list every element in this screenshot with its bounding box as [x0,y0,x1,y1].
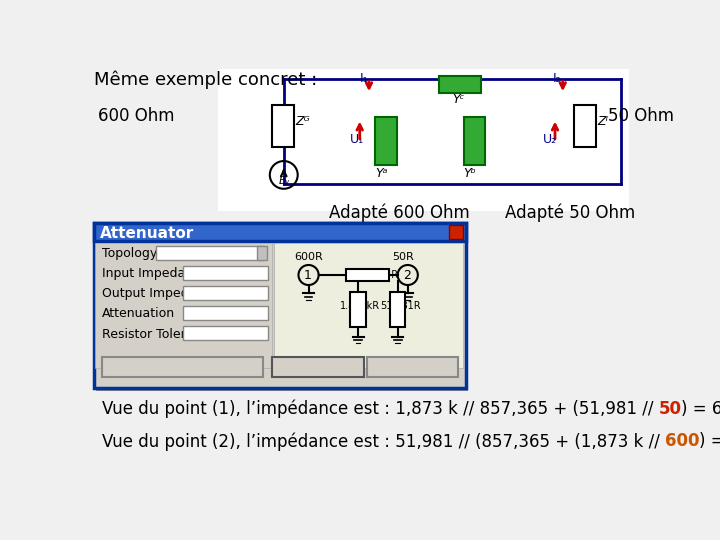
Text: Yᵃ: Yᵃ [375,167,387,180]
Text: I₂: I₂ [553,72,562,85]
Text: Resistor Tolerance +/-: Resistor Tolerance +/- [102,327,239,340]
Text: Input Impedance: Input Impedance [102,267,207,280]
Bar [449,225,463,239]
Bar [346,269,389,281]
Bar [183,306,269,320]
Text: 20dB: 20dB [185,307,218,320]
Bar [575,105,596,147]
Text: Output Impedance: Output Impedance [102,287,219,300]
Text: X: X [453,226,462,236]
Text: 1.873kR: 1.873kR [340,301,379,311]
Text: Pi Section: Pi Section [158,247,220,260]
Text: ) = 50: ) = 50 [699,432,720,450]
Bar [183,326,269,340]
Bar [438,76,482,92]
Text: Close: Close [387,363,421,376]
Text: X: X [376,361,387,375]
Text: Attenuation: Attenuation [102,307,175,320]
Text: Adapté 600 Ohm: Adapté 600 Ohm [329,204,469,222]
Text: 600: 600 [665,432,699,450]
Bar [94,222,466,241]
Bar [96,225,468,390]
Bar [274,242,463,368]
Text: 1: 1 [304,269,312,282]
Bar [183,266,269,280]
Text: ) = 600: ) = 600 [681,400,720,418]
Bar [464,117,485,165]
Text: 50 Ohm: 50 Ohm [608,107,674,125]
Bar [375,117,397,165]
Text: Yᵇ: Yᵇ [464,167,477,180]
Text: 600 Ohm: 600 Ohm [98,107,174,125]
Bar [94,222,466,388]
Bar [102,357,263,377]
Bar [272,105,294,147]
Bar [96,242,272,368]
Bar [156,246,264,260]
Text: Vue du point (2), l’impédance est : 51,981 // (857,365 + (1,873 k //: Vue du point (2), l’impédance est : 51,9… [102,432,665,450]
Text: Topology: Topology [102,247,157,260]
Text: ✓: ✓ [283,361,294,375]
Text: Calculate: Calculate [294,363,353,376]
Bar [351,292,366,327]
Text: Simulate: Simulate [134,363,189,376]
Bar [272,357,364,377]
Bar [366,357,458,377]
Bar [390,292,405,327]
Text: 2: 2 [403,269,411,282]
Text: 51.981R: 51.981R [381,301,421,311]
Text: Zᴳ: Zᴳ [295,115,310,128]
Text: I₁: I₁ [359,72,368,85]
Text: v: v [259,248,266,258]
Text: 50R: 50R [392,252,414,262]
Text: 50R: 50R [185,287,210,300]
Text: U₁: U₁ [350,132,364,146]
Text: 600R: 600R [294,252,323,262]
Text: Eᵥ: Eᵥ [279,177,291,186]
Text: 857.365 R: 857.365 R [348,271,398,280]
Text: Adapté 50 Ohm: Adapté 50 Ohm [505,204,635,222]
Text: 5%: 5% [185,327,205,340]
Text: ♻: ♻ [116,361,128,375]
Text: Zᴵ: Zᴵ [598,115,608,128]
Bar [218,69,629,211]
Bar [183,286,269,300]
Text: Même exemple concret :: Même exemple concret : [94,71,317,90]
Text: 600R: 600R [185,267,218,280]
Text: Yᶜ: Yᶜ [453,92,465,105]
Text: U₂: U₂ [544,132,557,146]
Text: Attenuator: Attenuator [100,226,194,241]
Bar [256,246,267,260]
Text: 50: 50 [658,400,681,418]
Text: Vue du point (1), l’impédance est : 1,873 k // 857,365 + (51,981 //: Vue du point (1), l’impédance est : 1,87… [102,400,658,419]
